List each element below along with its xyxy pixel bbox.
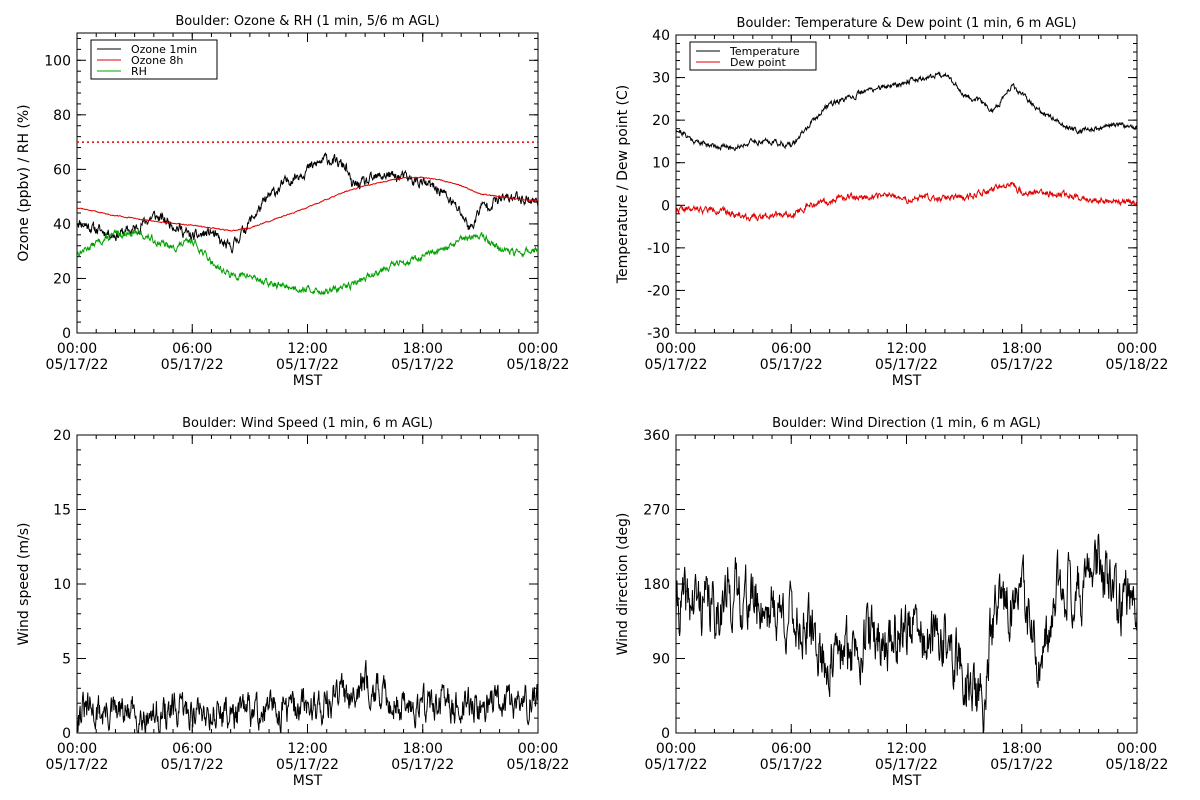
x-tick-label-time: 00:00 bbox=[518, 341, 558, 357]
y-tick-label: 180 bbox=[643, 577, 670, 593]
x-axis-label: MST bbox=[892, 373, 922, 389]
y-tick-label: 270 bbox=[643, 503, 670, 519]
x-tick-label-time: 12:00 bbox=[287, 741, 327, 757]
x-tick-label-date: 05/17/22 bbox=[46, 357, 109, 373]
chart-title: Boulder: Wind Direction (1 min, 6 m AGL) bbox=[772, 416, 1041, 431]
y-axis-label: Temperature / Dew point (C) bbox=[615, 85, 631, 284]
y-tick-label: 5 bbox=[62, 652, 71, 668]
x-tick-label-time: 18:00 bbox=[1002, 341, 1042, 357]
y-tick-label: 10 bbox=[652, 156, 670, 172]
y-axis-label: Wind direction (deg) bbox=[615, 513, 631, 656]
x-tick-label-time: 12:00 bbox=[886, 341, 926, 357]
x-tick-label-date: 05/17/22 bbox=[875, 357, 938, 373]
x-tick-label-date: 05/17/22 bbox=[990, 757, 1053, 773]
legend-label: Dew point bbox=[730, 56, 786, 69]
y-tick-label: -10 bbox=[647, 241, 670, 257]
x-tick-label-time: 00:00 bbox=[1117, 341, 1157, 357]
x-tick-label-date: 05/17/22 bbox=[645, 357, 708, 373]
y-tick-label: 0 bbox=[62, 326, 71, 342]
x-tick-label-date: 05/17/22 bbox=[391, 357, 454, 373]
x-tick-label-time: 00:00 bbox=[656, 341, 696, 357]
y-tick-label: -30 bbox=[647, 326, 670, 342]
x-tick-label-time: 00:00 bbox=[57, 741, 97, 757]
chart-title: Boulder: Wind Speed (1 min, 6 m AGL) bbox=[182, 416, 433, 431]
legend-label: Ozone 8h bbox=[131, 54, 183, 67]
y-tick-label: -20 bbox=[647, 283, 670, 299]
x-tick-label-date: 05/17/22 bbox=[161, 357, 224, 373]
x-axis-label: MST bbox=[293, 373, 323, 389]
series-line-data bbox=[77, 660, 538, 733]
x-tick-label-date: 05/17/22 bbox=[875, 757, 938, 773]
x-tick-label-date: 05/18/22 bbox=[507, 357, 570, 373]
y-tick-label: 10 bbox=[53, 577, 71, 593]
y-tick-label: 80 bbox=[53, 108, 71, 124]
x-tick-label-date: 05/17/22 bbox=[276, 357, 339, 373]
x-tick-label-time: 18:00 bbox=[403, 741, 443, 757]
x-tick-label-date: 05/17/22 bbox=[760, 357, 823, 373]
x-tick-label-time: 06:00 bbox=[771, 341, 811, 357]
x-tick-label-time: 06:00 bbox=[172, 741, 212, 757]
chart-title: Boulder: Ozone & RH (1 min, 5/6 m AGL) bbox=[175, 14, 439, 29]
plot-frame bbox=[675, 34, 1138, 334]
legend-label: Temperature bbox=[729, 45, 800, 58]
y-tick-label: 90 bbox=[652, 652, 670, 668]
x-tick-label-time: 12:00 bbox=[287, 341, 327, 357]
x-tick-label-time: 00:00 bbox=[1117, 741, 1157, 757]
y-tick-label: 20 bbox=[652, 113, 670, 129]
y-tick-label: 15 bbox=[53, 503, 71, 519]
y-tick-label: 40 bbox=[53, 217, 71, 233]
x-tick-label-time: 00:00 bbox=[518, 741, 558, 757]
legend-box bbox=[689, 41, 817, 71]
series-line-data bbox=[676, 533, 1137, 733]
x-tick-label-date: 05/17/22 bbox=[161, 757, 224, 773]
series-line-rh bbox=[77, 228, 538, 295]
wind-direction-chart: Boulder: Wind Direction (1 min, 6 m AGL)… bbox=[615, 416, 1168, 789]
wind-speed-chart: Boulder: Wind Speed (1 min, 6 m AGL) 0 5 10… bbox=[16, 416, 569, 789]
x-tick-label-time: 00:00 bbox=[57, 341, 97, 357]
legend-label: Ozone 1min bbox=[131, 43, 197, 56]
x-tick-label-time: 18:00 bbox=[403, 341, 443, 357]
x-tick-label-date: 05/17/22 bbox=[46, 757, 109, 773]
x-tick-label-time: 18:00 bbox=[1002, 741, 1042, 757]
x-tick-label-time: 06:00 bbox=[172, 341, 212, 357]
x-tick-label-date: 05/17/22 bbox=[391, 757, 454, 773]
series-line-ozone-8h bbox=[77, 176, 538, 232]
chart-title: Boulder: Temperature & Dew point (1 min,… bbox=[737, 16, 1077, 31]
y-tick-label: 30 bbox=[652, 71, 670, 87]
ozone-rh-chart: Boulder: Ozone & RH (1 min, 5/6 m AGL) 0 2… bbox=[16, 14, 569, 389]
x-axis-label: MST bbox=[293, 773, 323, 789]
y-tick-label: 0 bbox=[661, 198, 670, 214]
x-tick-label-date: 05/18/22 bbox=[1106, 357, 1169, 373]
y-tick-label: 40 bbox=[652, 28, 670, 44]
temperature-dewpoint-chart: Boulder: Temperature & Dew point (1 min,… bbox=[615, 16, 1168, 389]
y-tick-label: 100 bbox=[44, 53, 71, 69]
x-tick-label-time: 12:00 bbox=[886, 741, 926, 757]
series-line-dew-point bbox=[676, 181, 1137, 222]
x-tick-label-date: 05/17/22 bbox=[990, 357, 1053, 373]
x-tick-label-date: 05/17/22 bbox=[760, 757, 823, 773]
y-tick-label: 360 bbox=[643, 428, 670, 444]
y-axis-label: Wind speed (m/s) bbox=[16, 523, 32, 646]
x-tick-label-date: 05/17/22 bbox=[645, 757, 708, 773]
plot-frame bbox=[76, 434, 539, 734]
series-line-temperature bbox=[676, 71, 1137, 152]
y-tick-label: 20 bbox=[53, 428, 71, 444]
y-tick-label: 0 bbox=[661, 726, 670, 742]
x-tick-label-time: 00:00 bbox=[656, 741, 696, 757]
y-tick-label: 60 bbox=[53, 162, 71, 178]
y-tick-label: 20 bbox=[53, 271, 71, 287]
x-tick-label-date: 05/18/22 bbox=[507, 757, 570, 773]
y-tick-label: 0 bbox=[62, 726, 71, 742]
x-tick-label-time: 06:00 bbox=[771, 741, 811, 757]
y-axis-label: Ozone (ppbv) / RH (%) bbox=[16, 104, 32, 261]
series-line-ozone-1min bbox=[77, 152, 538, 254]
x-tick-label-date: 05/18/22 bbox=[1106, 757, 1169, 773]
x-axis-label: MST bbox=[892, 773, 922, 789]
x-tick-label-date: 05/17/22 bbox=[276, 757, 339, 773]
legend-label: RH bbox=[131, 65, 147, 78]
